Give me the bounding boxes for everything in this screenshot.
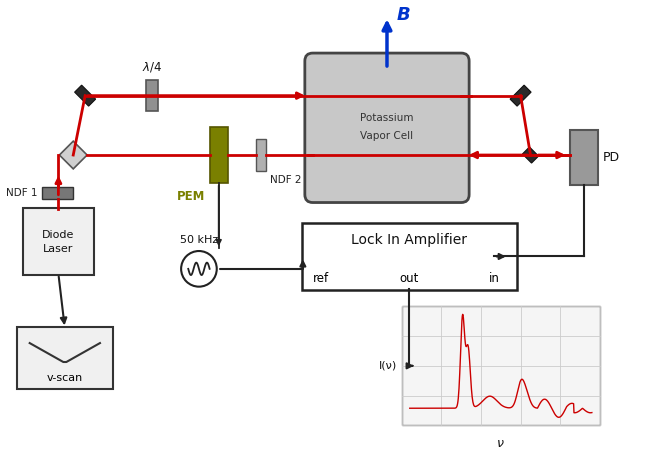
Polygon shape [523,147,539,163]
Text: $\lambda$/4: $\lambda$/4 [142,60,163,74]
Text: Lock In Amplifier: Lock In Amplifier [351,233,467,247]
FancyBboxPatch shape [305,53,469,202]
Text: PEM: PEM [176,190,205,202]
Text: Laser: Laser [43,243,74,253]
Polygon shape [510,85,531,106]
Text: 50 kHz: 50 kHz [180,235,218,245]
FancyBboxPatch shape [17,327,113,389]
Text: B: B [397,6,411,25]
Text: NDF 1: NDF 1 [6,187,37,197]
Text: I(ν): I(ν) [379,361,397,371]
Bar [402,307,599,425]
Text: Vapor Cell: Vapor Cell [360,131,413,141]
Text: NDF 2: NDF 2 [270,175,302,185]
Text: Potassium: Potassium [360,113,413,123]
Bar [210,127,227,183]
Bar [41,187,73,198]
Polygon shape [59,141,87,169]
Bar [147,80,158,111]
Bar [570,130,598,185]
Text: out: out [400,272,419,285]
Bar [256,139,266,171]
Text: v-scan: v-scan [47,373,83,383]
Polygon shape [75,85,96,106]
Text: Diode: Diode [42,230,74,240]
FancyBboxPatch shape [23,208,94,275]
Text: ν: ν [497,437,505,450]
Text: ref: ref [313,272,329,285]
Circle shape [181,251,217,287]
Text: in: in [488,272,499,285]
Text: PD: PD [603,151,620,164]
FancyBboxPatch shape [302,223,517,290]
